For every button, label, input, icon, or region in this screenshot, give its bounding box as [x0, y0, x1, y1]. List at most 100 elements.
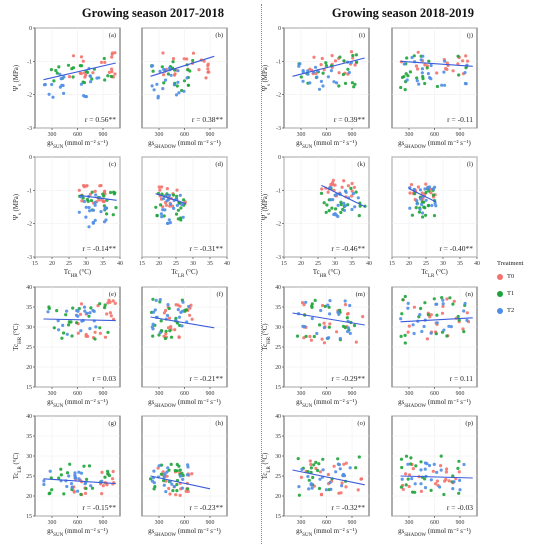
point-t2	[172, 485, 176, 489]
point-t1	[317, 462, 321, 466]
point-t1	[431, 193, 435, 197]
point-t0	[72, 490, 76, 494]
point-t1	[98, 326, 102, 330]
point-t2	[180, 202, 184, 207]
point-t0	[337, 71, 341, 75]
point-t2	[447, 324, 451, 328]
point-t1	[179, 206, 183, 210]
point-t2	[440, 83, 444, 87]
point-t0	[99, 183, 103, 188]
point-t1	[175, 469, 179, 473]
panel-label: (i)	[359, 32, 365, 39]
point-t2	[417, 82, 421, 86]
point-t2	[324, 488, 328, 492]
point-t0	[429, 313, 433, 317]
point-t2	[298, 62, 302, 66]
point-t2	[424, 198, 428, 202]
point-t0	[110, 70, 114, 74]
y-tick-label: -3	[27, 255, 32, 261]
y-tick-label: 25	[275, 474, 281, 480]
point-t1	[346, 67, 350, 71]
point-t2	[418, 207, 422, 211]
point-t2	[158, 331, 162, 335]
y-tick-label: 25	[26, 474, 32, 480]
point-t0	[160, 185, 164, 189]
point-t1	[178, 323, 182, 327]
x-axis-label: gsSHADOW (mmol m⁻² s⁻¹)	[398, 140, 471, 150]
point-t1	[310, 304, 314, 308]
y-axis-label: Ψs (MPa)	[13, 65, 23, 91]
x-tick-label: 600	[73, 520, 82, 526]
y-tick-label: 35	[275, 434, 281, 440]
x-axis-label: gsSHADOW (mmol m⁻² s⁻¹)	[148, 399, 221, 409]
point-t1	[306, 470, 310, 474]
point-t0	[444, 67, 448, 71]
point-t2	[301, 79, 305, 83]
panel-label: (j)	[467, 32, 473, 39]
y-axis-label: Ψs (MPa)	[262, 194, 272, 220]
point-t1	[157, 333, 161, 337]
point-t1	[75, 321, 79, 325]
point-t2	[166, 198, 170, 202]
point-t0	[461, 59, 465, 63]
point-t0	[105, 483, 109, 487]
point-t0	[164, 479, 168, 483]
point-t1	[178, 468, 182, 472]
point-t1	[457, 73, 461, 77]
point-t1	[327, 325, 331, 329]
point-t2	[336, 214, 340, 219]
point-t1	[339, 210, 343, 215]
x-tick-label: 600	[430, 391, 439, 397]
point-t1	[159, 319, 163, 323]
point-t1	[171, 193, 176, 197]
point-t2	[442, 328, 446, 332]
y-tick-label: 0	[278, 155, 281, 161]
x-axis-label: gsSUN (mmol m⁻² s⁻¹)	[47, 399, 108, 409]
point-t1	[295, 334, 300, 338]
point-t2	[343, 189, 348, 193]
x-tick-label: 300	[155, 391, 164, 397]
y-tick-label: 40	[26, 414, 32, 420]
point-t1	[313, 298, 317, 302]
x-axis-label: gsSHADOW (mmol m⁻² s⁻¹)	[398, 528, 471, 538]
panel-l: 15 20 25 30 35 40 (l) r = -0.40** TcLR (°C)	[389, 156, 480, 279]
point-t1	[55, 309, 59, 313]
point-t1	[432, 214, 437, 218]
point-t2	[419, 482, 423, 486]
fit-line	[43, 62, 116, 81]
fit-line	[400, 475, 473, 479]
point-t2	[178, 193, 182, 197]
point-t1	[171, 489, 175, 493]
point-t0	[182, 57, 186, 61]
point-t0	[109, 314, 113, 318]
point-t1	[85, 70, 90, 74]
point-t0	[80, 199, 84, 203]
x-tick-label: 35	[100, 261, 106, 267]
point-t2	[180, 486, 184, 490]
point-t1	[324, 210, 328, 214]
point-t1	[168, 329, 172, 333]
point-t0	[93, 189, 97, 193]
point-t0	[350, 194, 354, 198]
point-t0	[165, 474, 169, 478]
point-t0	[308, 334, 312, 339]
point-t2	[301, 69, 305, 73]
point-t2	[310, 486, 314, 490]
legend-item-t0: T0	[497, 273, 533, 280]
point-t2	[168, 193, 172, 197]
point-t2	[65, 484, 69, 489]
x-tick-label: 300	[48, 132, 57, 138]
point-t2	[76, 309, 80, 313]
point-t1	[417, 210, 421, 214]
y-tick-label: 0	[29, 26, 32, 32]
point-t1	[71, 75, 75, 79]
point-t2	[94, 325, 98, 329]
point-t1	[423, 477, 427, 481]
point-t0	[447, 479, 451, 483]
point-t1	[108, 190, 113, 195]
point-t0	[169, 325, 173, 329]
panel-e: 300 600 900 15 20 25 30 35 40 (e) r = 0.03 gsSUN (m…	[13, 285, 121, 409]
point-t2	[326, 75, 330, 79]
panel-label: (o)	[357, 420, 365, 427]
point-t1	[413, 192, 417, 196]
